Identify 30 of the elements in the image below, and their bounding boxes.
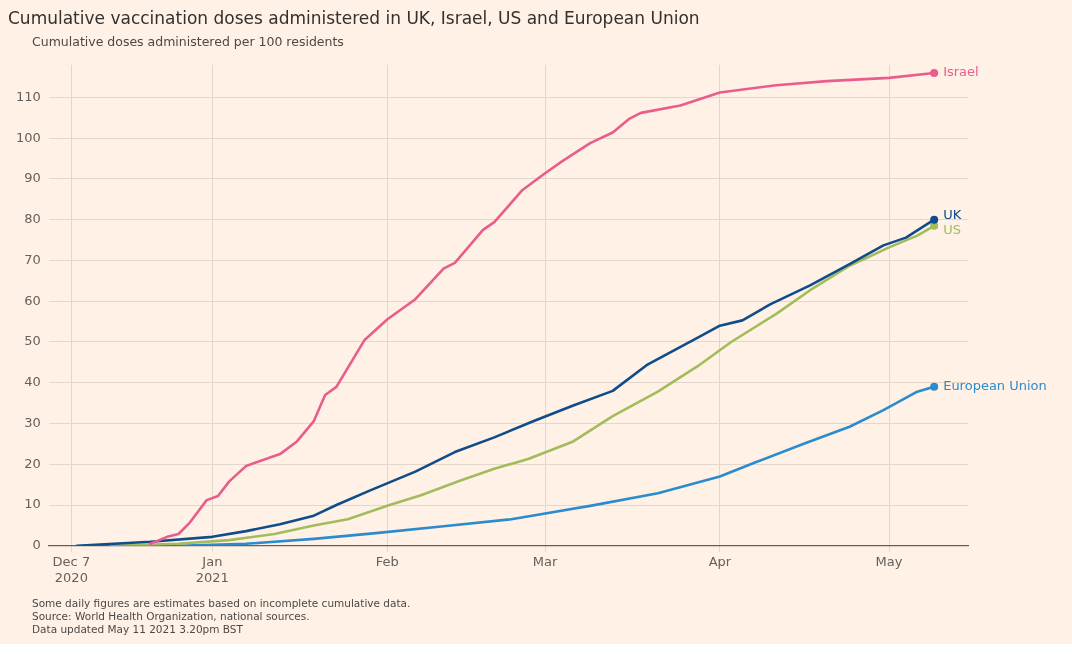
series-label: Israel <box>943 64 979 80</box>
x-tick-label: Jan 2021 <box>195 553 229 585</box>
y-tick-label: 80 <box>24 211 41 227</box>
y-tick-label: 20 <box>24 455 41 471</box>
text: Some daily figures are estimates based on incomplete cumulative data. <box>32 597 412 610</box>
source-note: Source: World Health Organization, national sources. <box>32 610 311 623</box>
point <box>930 68 939 77</box>
x-tick-label: Apr <box>708 553 732 569</box>
chart-subtitle: Cumulative doses administered per 100 residents <box>31 34 345 49</box>
chart-title: Cumulative vaccination doses administered in UK, Israel, US and European Union <box>8 8 701 28</box>
y-tick-label: 90 <box>24 170 41 186</box>
y-tick-label: 70 <box>24 251 41 267</box>
point <box>930 382 939 391</box>
x-tick-label: Dec 7 2020 <box>52 553 91 585</box>
series-label: European Union <box>943 378 1047 394</box>
y-tick-label: 100 <box>15 129 41 145</box>
y-tick-label: 50 <box>24 333 41 349</box>
y-tick-label: 60 <box>24 292 41 308</box>
y-tick-label: 30 <box>24 414 41 430</box>
y-tick-label: 0 <box>32 537 41 553</box>
series-label: US <box>943 221 961 237</box>
y-tick-label: 110 <box>15 88 41 104</box>
y-tick-label: 10 <box>24 496 41 512</box>
x-tick-label: Mar <box>532 553 558 569</box>
point <box>930 215 939 224</box>
text: Data updated May 11 2021 3.20pm BST <box>32 623 244 636</box>
series-label: UK <box>943 206 962 222</box>
x-tick-label: May <box>875 553 903 569</box>
y-tick-label: 40 <box>24 374 41 390</box>
x-tick-label: Feb <box>375 553 399 569</box>
